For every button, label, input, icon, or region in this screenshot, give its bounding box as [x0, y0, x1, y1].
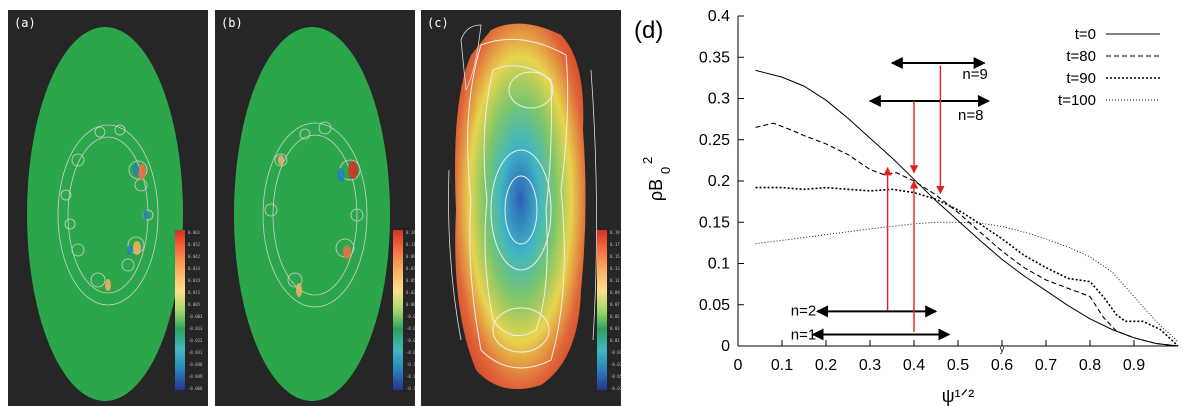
- mode-label: n=1: [791, 326, 816, 343]
- y-axis-label: ρB 02: [640, 157, 673, 201]
- colorbar-tick: 0.061: [188, 230, 201, 235]
- colorbar-tick: -0.040: [406, 326, 415, 331]
- panel-b-image: [234, 27, 390, 401]
- colorbar-tick: -0.022: [188, 338, 203, 343]
- colorbar-tick: 0.03: [610, 326, 620, 331]
- colorbar-tick: -0.017: [406, 314, 415, 319]
- x-tick-label: 0.6: [991, 357, 1013, 374]
- colorbar-tick: -0.013: [188, 326, 203, 331]
- colorbar-tick: -0.07: [610, 386, 621, 391]
- colorbar-tick: 0.11: [610, 278, 620, 283]
- colorbar-tick: 0.13: [610, 266, 620, 271]
- colorbar-tick: 0.07: [610, 302, 620, 307]
- colorbar-tick: 0.052: [188, 242, 201, 247]
- colorbar-tick: 0.09: [610, 290, 620, 295]
- panel-c-label: (c): [427, 16, 449, 30]
- x-tick-label: 0.2: [815, 357, 837, 374]
- y-axis-label-sub: 0: [658, 167, 673, 174]
- panel-d-label: (d): [634, 17, 663, 44]
- y-tick-label: 0.2: [708, 173, 730, 190]
- colorbar-tick: -0.049: [188, 374, 203, 379]
- x-axis-label: ψ¹ᐟ²: [942, 386, 974, 406]
- series-line: [755, 69, 1179, 347]
- series-line: [755, 186, 1179, 347]
- x-tick-label: 0.5: [947, 357, 969, 374]
- colorbar-tick: -0.153: [406, 386, 415, 391]
- colorbar-tick: 0.17: [610, 242, 620, 247]
- colorbar-tick: 0.15: [610, 254, 620, 259]
- x-axis-label-small: y: [1000, 344, 1005, 354]
- x-tick-label: 0.7: [1035, 357, 1057, 374]
- y-tick-label: 0.05: [699, 297, 730, 314]
- y-tick-label: 0.35: [699, 49, 730, 66]
- colorbar-tick: 0.05: [610, 314, 620, 319]
- x-tick-label: 0.9: [1123, 357, 1145, 374]
- series-line: [755, 122, 1179, 347]
- colorbar-tick: -0.040: [188, 362, 203, 367]
- y-tick-label: 0.1: [708, 256, 730, 273]
- colorbar-tick: -0.05: [610, 374, 621, 379]
- panel-b: (b) 0.141 0.119 0.096 0.073 0.051 0.028 0.006 -…: [215, 10, 415, 406]
- colorbar-tick: 0.141: [406, 230, 415, 235]
- panel-c: (c) 0.19 0.17 0.15 0.13 0.11 0.09 0.07 0.05 0.03…: [421, 10, 621, 406]
- colorbar-tick: 0.024: [188, 278, 201, 283]
- y-tick-label: 0.25: [699, 132, 730, 149]
- y-tick-label: 0: [721, 338, 730, 355]
- colorbar-tick: -0.085: [406, 350, 415, 355]
- x-tick-label: 0.8: [1079, 357, 1101, 374]
- colorbar-tick: -0.01: [610, 350, 621, 355]
- colorbar-tick: 0.073: [406, 266, 415, 271]
- series-line: [755, 221, 1179, 343]
- x-tick-label: 0.3: [859, 357, 881, 374]
- mode-label: n=8: [958, 107, 983, 124]
- legend-label: t=0: [1075, 26, 1096, 43]
- x-tick-label: 0: [734, 357, 743, 374]
- colorbar-tick: 0.01: [610, 338, 620, 343]
- panel-c-image: [448, 23, 597, 390]
- legend-label: t=80: [1066, 48, 1096, 65]
- panel-a-image: [27, 27, 183, 401]
- colorbar-tick: 0.119: [406, 242, 415, 247]
- mode-label: n=9: [962, 66, 987, 83]
- colorbar-tick: 0.19: [610, 230, 620, 235]
- colorbar-tick: -0.003: [188, 314, 203, 319]
- colorbar-tick: 0.033: [188, 266, 201, 271]
- y-axis-label-sup: 2: [640, 157, 655, 164]
- colorbar-tick: -0.03: [610, 362, 621, 367]
- colorbar-tick: 0.028: [406, 290, 415, 295]
- colorbar-tick: 0.042: [188, 254, 201, 259]
- y-tick-label: 0.15: [699, 214, 730, 231]
- panel-a-label: (a): [14, 16, 36, 30]
- y-tick-label: 0.3: [708, 91, 730, 108]
- colorbar-tick: 0.006: [406, 302, 415, 307]
- colorbar-tick: -0.062: [406, 338, 415, 343]
- panel-a: (a) 0.061 0.052 0.042 0.033 0.024 0.015 0.005 -…: [8, 10, 208, 406]
- x-tick-label: 0.4: [903, 357, 925, 374]
- colorbar-tick: 0.096: [406, 254, 415, 259]
- colorbar-tick: -0.130: [406, 374, 415, 379]
- colorbar-tick: 0.051: [406, 278, 415, 283]
- colorbar-tick: 0.005: [188, 302, 201, 307]
- legend-label: t=90: [1066, 70, 1096, 87]
- y-axis-label-main: ρB: [646, 179, 666, 201]
- colorbar-tick: -0.031: [188, 350, 203, 355]
- mode-label: n=2: [791, 303, 816, 320]
- colorbar-tick: -0.068: [188, 386, 203, 391]
- colorbar-tick: 0.015: [188, 290, 201, 295]
- colorbar-tick: -0.107: [406, 362, 415, 367]
- x-tick-label: 0.1: [771, 357, 793, 374]
- panel-d-chart: 0 0.05 0.1 0.15 0.2 0.25 0.3 0.35 0.4 0 0.1 0.2 0.3 0…: [634, 8, 1179, 406]
- y-tick-label: 0.4: [708, 8, 730, 25]
- legend-label: t=100: [1058, 92, 1096, 109]
- panel-b-label: (b): [221, 16, 243, 30]
